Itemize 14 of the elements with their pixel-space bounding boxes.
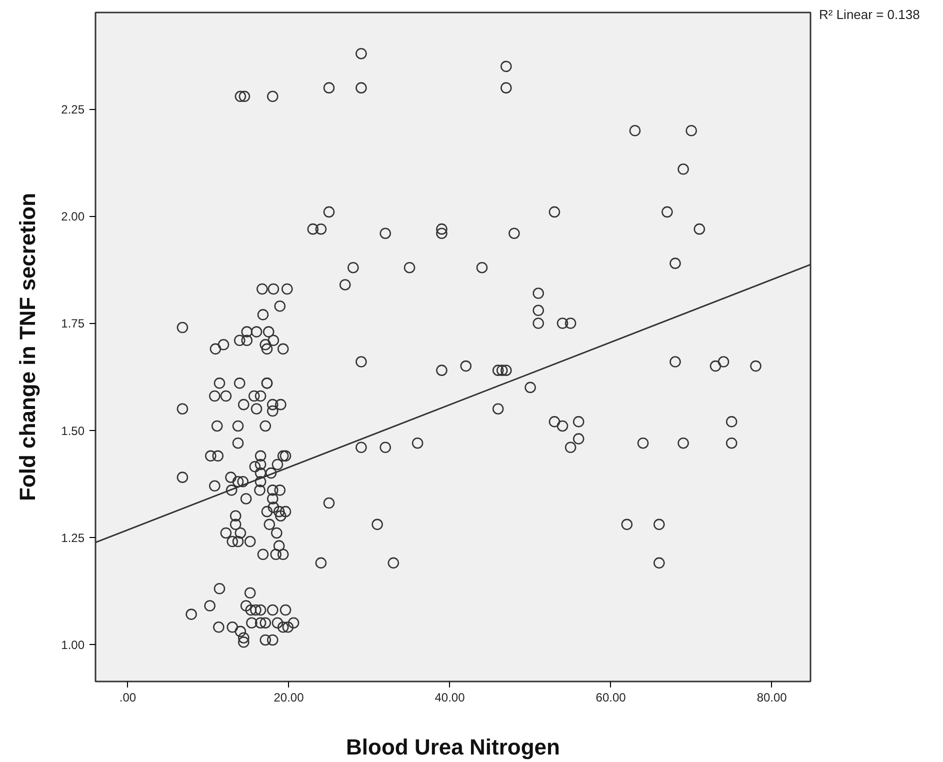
x-tick-label: 60.00 <box>596 690 626 704</box>
y-tick-label: 1.00 <box>61 638 85 652</box>
x-tick-label: 20.00 <box>274 690 304 704</box>
text: R² Linear = 0.138 <box>819 6 920 24</box>
y-tick-label: 1.25 <box>61 530 85 545</box>
x-tick-label: 80.00 <box>756 690 788 704</box>
y-tick-label: 2.00 <box>61 210 85 224</box>
x-axis-title: Blood Urea Nitrogen <box>346 734 560 760</box>
y-axis-title: Fold change in TNF secretion <box>15 192 40 502</box>
x-tick-label: .00 <box>119 690 136 704</box>
y-tick-label: 1.50 <box>61 424 85 438</box>
x-tick-label: 40.00 <box>434 690 466 704</box>
y-tick-label: 2.25 <box>61 102 85 117</box>
y-tick-label: 1.75 <box>61 316 85 331</box>
